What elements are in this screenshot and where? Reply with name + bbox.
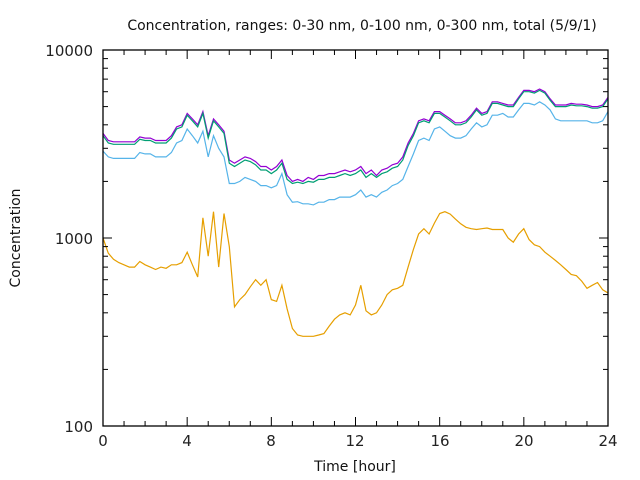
plot-frame xyxy=(102,49,609,427)
series-line-0-100-nm xyxy=(102,101,609,206)
x-axis-ticks xyxy=(102,50,609,426)
y-tick-label-10000: 10000 xyxy=(45,42,93,60)
y-tick-label-100: 100 xyxy=(64,418,93,436)
x-tick-label-4: 4 xyxy=(182,432,192,450)
x-tick-label-0: 0 xyxy=(98,432,108,450)
x-tick-label-8: 8 xyxy=(266,432,276,450)
y-tick-label-1000: 1000 xyxy=(55,230,93,248)
x-tick-label-24: 24 xyxy=(598,432,617,450)
x-tick-label-20: 20 xyxy=(514,432,533,450)
x-axis-label: Time [hour] xyxy=(313,459,396,475)
x-tick-label-12: 12 xyxy=(345,432,364,450)
y-axis-label: Concentration xyxy=(8,188,24,287)
x-tick-label-16: 16 xyxy=(430,432,449,450)
series-layer xyxy=(102,88,609,337)
series-line-total xyxy=(102,88,609,183)
chart-title: Concentration, ranges: 0-30 nm, 0-100 nm… xyxy=(127,18,596,34)
series-line-0-30-nm xyxy=(102,211,609,337)
series-line-0-300-nm xyxy=(102,89,609,185)
y-axis-ticks xyxy=(103,49,608,427)
